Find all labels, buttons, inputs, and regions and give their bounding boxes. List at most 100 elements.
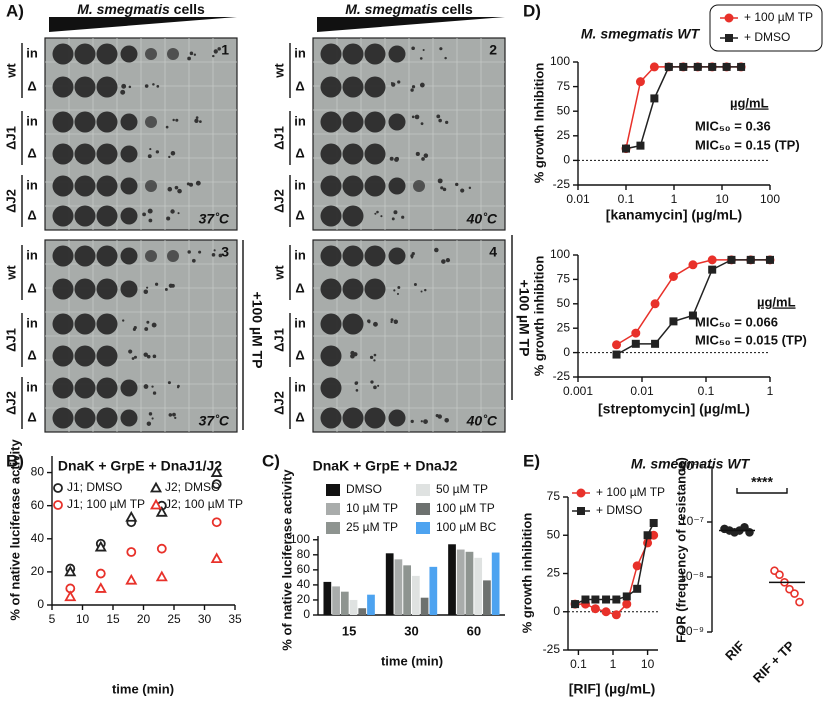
colony-spot	[120, 247, 138, 265]
x-tick-label: 1	[767, 384, 774, 398]
colony-dot	[187, 250, 191, 254]
data-point	[650, 299, 660, 309]
colony-dot	[460, 188, 465, 193]
data-point	[622, 599, 632, 609]
data-point	[602, 595, 611, 604]
bar	[420, 597, 429, 615]
data-point	[601, 607, 611, 617]
colony-dot	[390, 81, 393, 84]
y-tick-label: 75	[547, 489, 561, 503]
y-tick-label: -25	[553, 369, 571, 383]
colony-dot	[213, 249, 216, 252]
data-point	[636, 141, 645, 150]
colony-dot	[369, 355, 374, 360]
legend-label: 100 µM TP	[436, 501, 495, 515]
bar	[483, 580, 491, 615]
colony-dot	[355, 381, 359, 385]
data-point	[64, 590, 77, 602]
colony-dot	[167, 381, 171, 385]
data-point	[155, 570, 168, 582]
legend-label: + 100 µM TP	[744, 10, 813, 24]
row-label: Δ	[27, 347, 36, 362]
colony-dot	[414, 114, 420, 120]
data-point	[126, 547, 137, 557]
colony-spot	[96, 407, 118, 429]
colony-spot	[342, 43, 364, 65]
colony-spot	[320, 407, 342, 429]
data-point	[210, 466, 223, 477]
colony-dot	[177, 188, 182, 194]
y-axis-label: FOR (frequency of resistance)	[673, 457, 688, 643]
annotation: µg/mL	[757, 294, 796, 309]
colony-dot	[143, 384, 149, 389]
x-tick-label: 10	[715, 192, 729, 206]
data-point	[581, 595, 590, 604]
legend-swatch	[326, 484, 340, 496]
side-label: +100 µM TP	[516, 280, 532, 357]
plate-number: 4	[489, 244, 497, 260]
colony-spot	[74, 175, 96, 197]
data-point	[156, 543, 167, 554]
x-tick-label: 0.1	[698, 384, 715, 398]
colony-spot	[96, 76, 118, 98]
colony-spot	[342, 313, 364, 335]
colony-spot	[96, 111, 118, 133]
colony-spot	[364, 175, 386, 197]
plate-temperature: 37˚C	[199, 211, 230, 227]
y-tick-label: 25	[557, 128, 571, 142]
chart-title: DnaK + GrpE + DnaJ1/J2	[58, 458, 222, 474]
bar	[367, 594, 375, 615]
colony-spot	[320, 43, 342, 65]
colony-dot	[391, 217, 395, 221]
colony-dot	[174, 185, 179, 190]
colony-dot	[152, 83, 155, 86]
colony-dot	[212, 54, 215, 58]
colony-spot	[388, 409, 406, 427]
colony-dot	[420, 290, 423, 293]
bar	[429, 566, 438, 615]
colony-dot	[438, 118, 442, 123]
data-point	[643, 538, 653, 548]
colony-dot	[411, 85, 416, 89]
data-point	[737, 62, 746, 71]
significance-bracket	[736, 488, 788, 494]
colony-dot	[167, 186, 173, 192]
colony-dot	[401, 215, 405, 219]
colony-spot	[145, 48, 157, 60]
data-point	[790, 589, 799, 598]
colony-spot	[74, 345, 96, 367]
colony-dot	[411, 252, 415, 256]
row-label: Δ	[295, 207, 304, 222]
row-label: Δ	[27, 280, 36, 295]
colony-spot	[74, 245, 96, 267]
colony-spot	[52, 205, 74, 227]
colony-spot	[74, 407, 96, 429]
colony-dot	[144, 84, 149, 88]
colony-spot	[74, 143, 96, 165]
colony-spot	[52, 278, 74, 300]
colony-dot	[413, 282, 417, 286]
colony-dot	[177, 212, 180, 215]
data-point	[795, 597, 804, 607]
y-tick-label: 20	[297, 592, 311, 606]
colony-dot	[172, 412, 176, 417]
header-suffix: cells	[174, 1, 205, 17]
colony-dot	[172, 118, 175, 122]
colony-spot	[364, 278, 386, 300]
colony-spot	[320, 175, 342, 197]
colony-dot	[211, 253, 216, 257]
data-point	[612, 350, 621, 359]
y-tick-label: 80	[297, 547, 311, 561]
colony-dot	[147, 208, 153, 214]
x-tick-label: 0.001	[563, 384, 593, 398]
colony-spot	[342, 143, 364, 165]
row-label: Δ	[295, 145, 304, 160]
row-label: in	[294, 113, 306, 128]
x-tick-label: 0.01	[566, 192, 590, 206]
y-tick-label: 0	[303, 607, 310, 621]
group-label: ΔJ2	[271, 391, 286, 415]
colony-dot	[133, 355, 137, 359]
legend-marker	[576, 488, 586, 498]
data-point	[746, 255, 755, 264]
